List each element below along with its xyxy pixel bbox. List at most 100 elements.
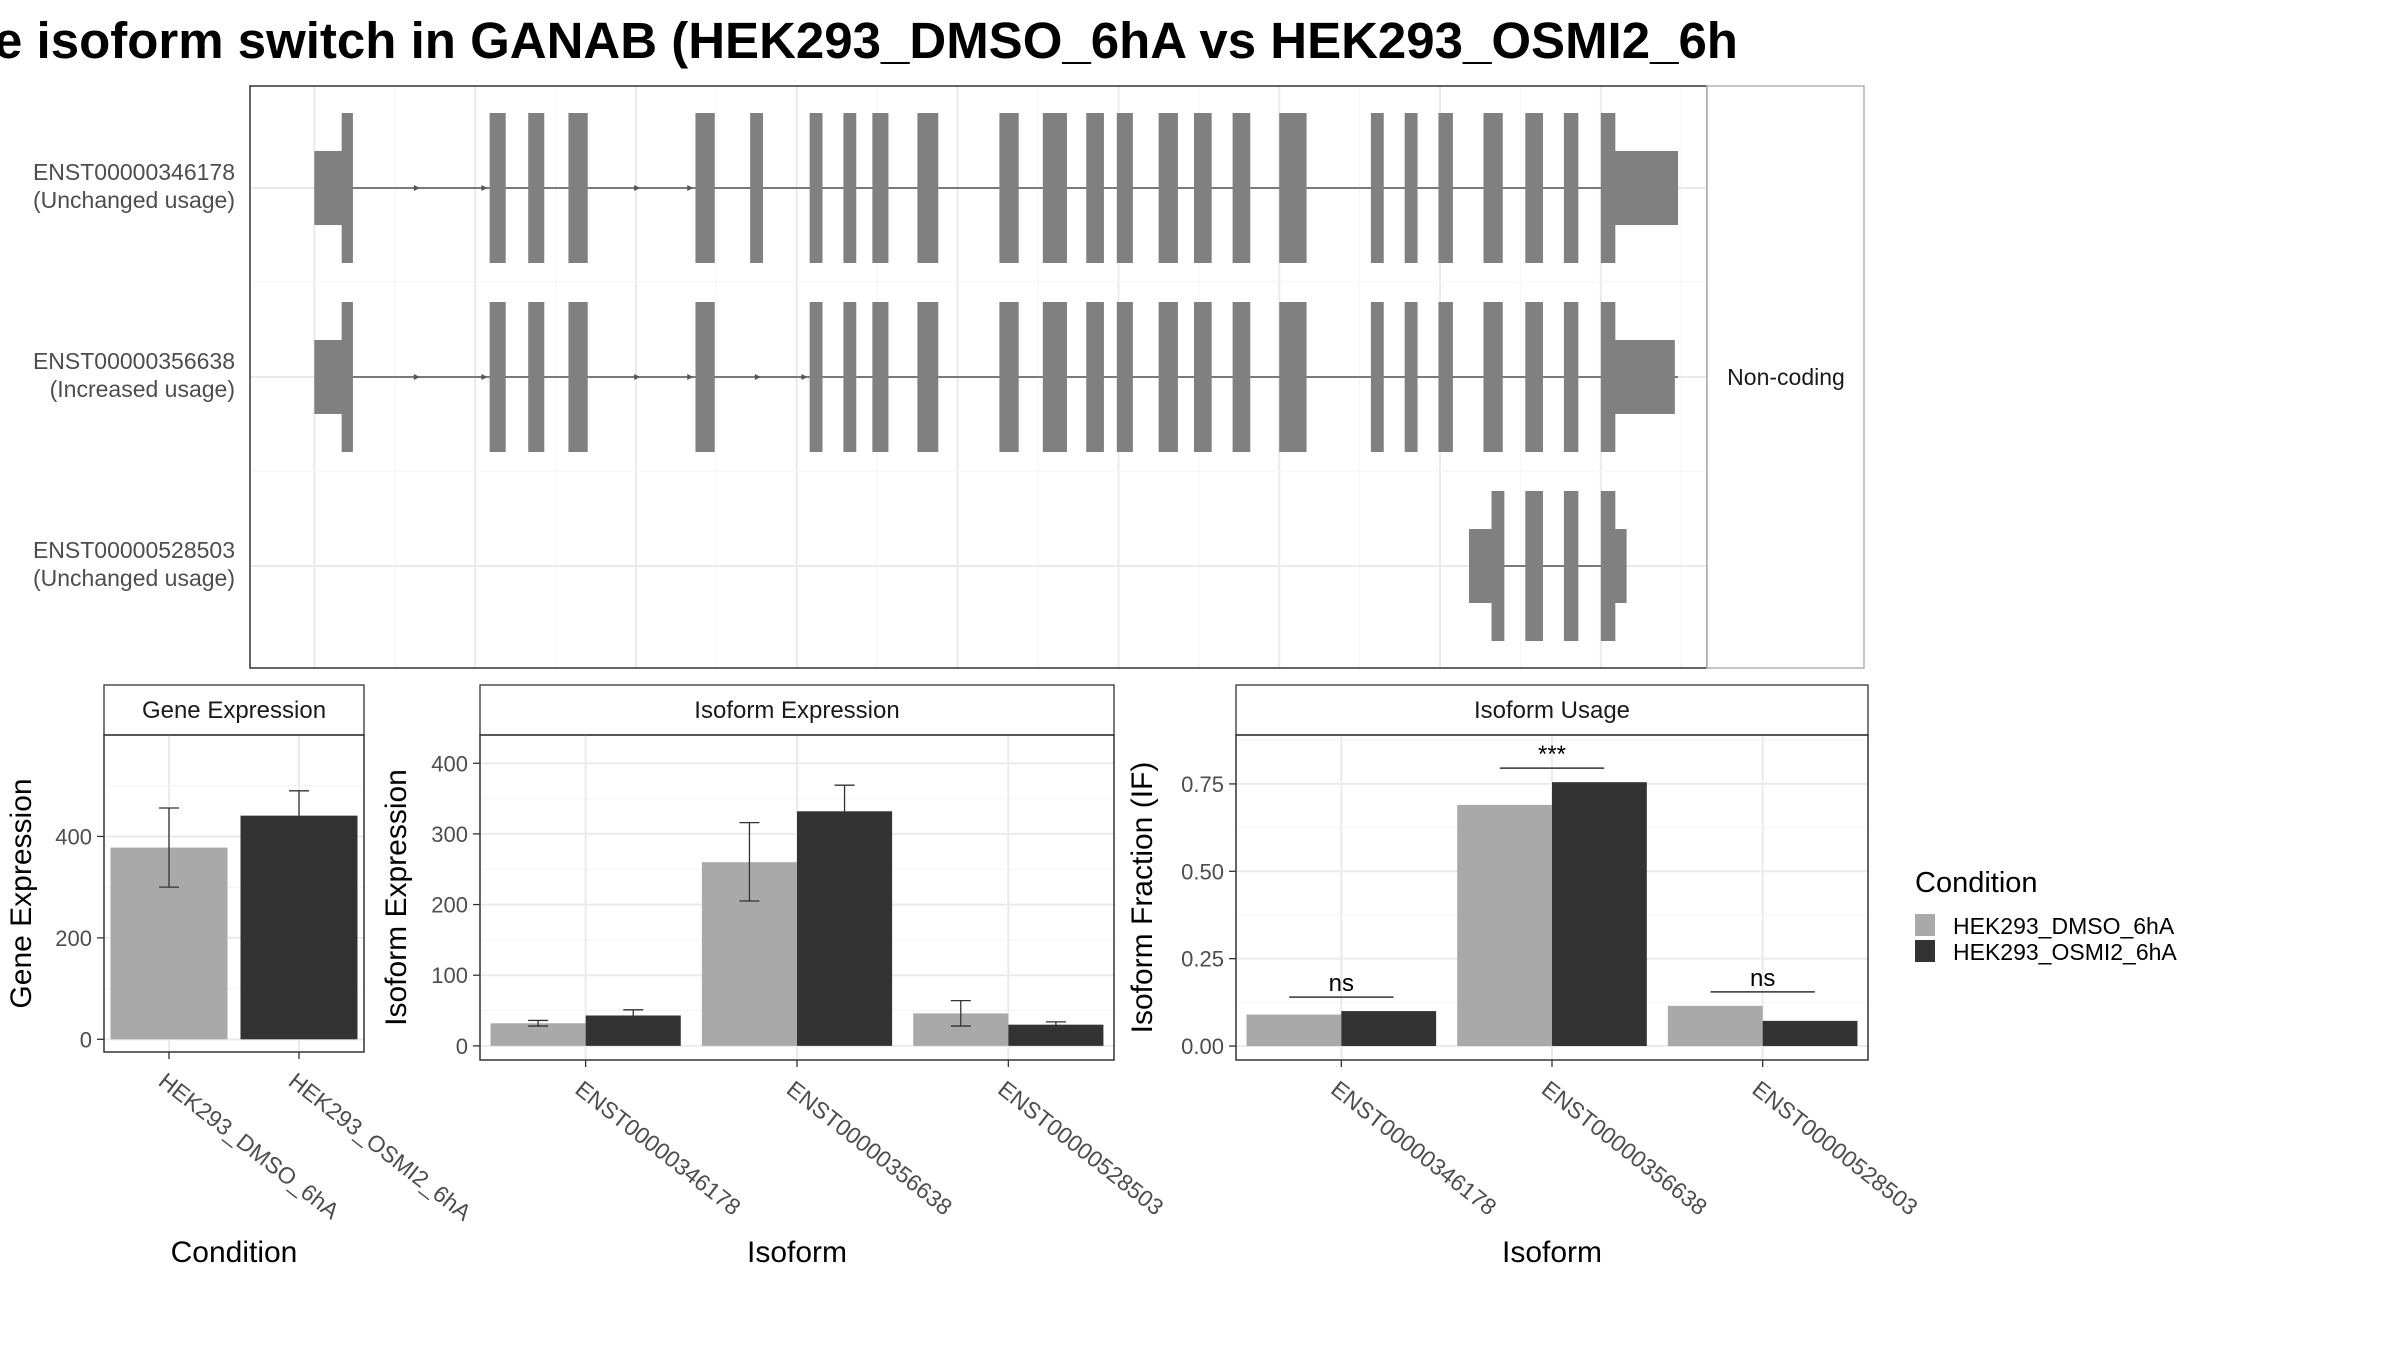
intron-direction-arrow [687, 374, 694, 380]
bar [1762, 1020, 1858, 1047]
bar [1552, 782, 1647, 1047]
panel-border [103, 734, 365, 1053]
coding-exon [1525, 302, 1543, 452]
coding-exon [1438, 302, 1453, 452]
bar [1667, 1005, 1763, 1047]
coding-exon [872, 302, 889, 452]
panel-strip [103, 684, 365, 736]
significance-label: *** [1538, 741, 1566, 768]
coding-exon [1232, 302, 1251, 452]
coding-exon [872, 113, 889, 263]
intron-direction-arrow [687, 185, 694, 191]
isoform-usage-panel: Isoform Usage 0.00 0.25 0.50 0.75 ns *** ns ENST… [1126, 684, 1923, 1269]
utr-exon [1607, 151, 1679, 225]
isoform-expression-panel: Isoform Expression 0 100 200 300 400 ENST00000… [380, 684, 1168, 1269]
x-tick-label: ENST00000356638 [1537, 1075, 1712, 1220]
coding-exon [1563, 302, 1579, 452]
y-tick-label: 0.75 [1181, 772, 1224, 797]
isoform-id-label: ENST00000528503 [33, 537, 235, 563]
isoform-usage-label: (Increased usage) [50, 376, 235, 402]
isoform-usage-label: (Unchanged usage) [33, 565, 235, 591]
coding-exon [1279, 302, 1307, 452]
coding-exon [1563, 113, 1579, 263]
x-axis-title: Condition [171, 1236, 298, 1269]
coding-exon [1116, 302, 1133, 452]
bar [490, 1023, 586, 1046]
isoform-usage-label: (Unchanged usage) [33, 187, 235, 213]
y-tick-label: 0.50 [1181, 859, 1224, 884]
coding-exon [1483, 302, 1503, 452]
coding-exon [1491, 491, 1505, 641]
coding-exon [843, 302, 857, 452]
coding-exon [1525, 491, 1543, 641]
coding-exon [1600, 302, 1616, 452]
y-tick-label: 200 [431, 893, 468, 918]
bar [1008, 1024, 1104, 1046]
bar [1457, 804, 1552, 1047]
coding-exon [1042, 113, 1067, 263]
panel-strip-title: Isoform Usage [1474, 697, 1630, 724]
bar [240, 815, 358, 1040]
panel-strip [1235, 684, 1869, 736]
x-tick-label: ENST00000356638 [782, 1075, 957, 1220]
significance-label: ns [1329, 970, 1354, 997]
y-axis-title: Isoform Fraction (IF) [1126, 762, 1159, 1034]
coding-exon [1158, 113, 1178, 263]
intron-direction-arrow [754, 374, 761, 380]
bar [1246, 1014, 1342, 1047]
panel-strip-title: Gene Expression [142, 697, 326, 724]
coding-exon [1563, 491, 1579, 641]
coding-exon [528, 113, 545, 263]
coding-exon [1370, 302, 1384, 452]
coding-exon [1158, 302, 1178, 452]
y-tick-label: 300 [431, 822, 468, 847]
bar [1341, 1011, 1437, 1047]
y-tick-label: 0 [80, 1027, 92, 1052]
coding-exon [695, 302, 715, 452]
coding-exon [695, 113, 715, 263]
x-axis-title: Isoform [747, 1236, 847, 1269]
coding-exon [1042, 302, 1067, 452]
coding-exon [1525, 113, 1543, 263]
utr-exon [1607, 340, 1675, 414]
isoform-id-label: ENST00000346178 [33, 159, 235, 185]
x-tick-label: ENST00000528503 [993, 1075, 1168, 1220]
y-tick-label: 0.25 [1181, 947, 1224, 972]
y-tick-label: 100 [431, 963, 468, 988]
y-tick-label: 200 [55, 926, 92, 951]
coding-exon [1600, 491, 1616, 641]
coding-exon [528, 302, 545, 452]
coding-exon [1438, 113, 1453, 263]
intron-direction-arrow [413, 374, 420, 380]
coding-exon [568, 113, 588, 263]
coding-exon [1483, 113, 1503, 263]
coding-exon [1370, 113, 1384, 263]
coding-exon [809, 113, 823, 263]
panel-strip [479, 684, 1115, 736]
coding-exon [843, 113, 857, 263]
coding-exon [917, 113, 939, 263]
coding-exon [1404, 113, 1418, 263]
y-tick-label: 400 [55, 824, 92, 849]
coding-exon [341, 113, 353, 263]
y-axis-title: Isoform Expression [380, 769, 413, 1026]
condition-legend: Condition HEK293_DMSO_6hA HEK293_OSMI2_6… [1915, 867, 2177, 965]
y-tick-label: 0.00 [1181, 1034, 1224, 1059]
utr-exon [314, 151, 344, 225]
x-axis-title: Isoform [1502, 1236, 1602, 1269]
x-tick-label: ENST00000346178 [571, 1075, 746, 1220]
intron-direction-arrow [634, 185, 641, 191]
coding-exon [1086, 302, 1104, 452]
intron-direction-arrow [481, 374, 488, 380]
coding-exon [1600, 113, 1616, 263]
utr-exon [314, 340, 344, 414]
significance-label: ns [1750, 965, 1775, 992]
intron-direction-arrow [634, 374, 641, 380]
coding-exon [1086, 113, 1104, 263]
isoform-structure-panel: ENST00000346178(Unchanged usage)ENST0000… [33, 85, 1865, 669]
isoform-id-label: ENST00000356638 [33, 348, 235, 374]
coding-exon [750, 113, 764, 263]
coding-exon [1193, 113, 1212, 263]
panel-strip-title: Isoform Expression [694, 697, 899, 724]
